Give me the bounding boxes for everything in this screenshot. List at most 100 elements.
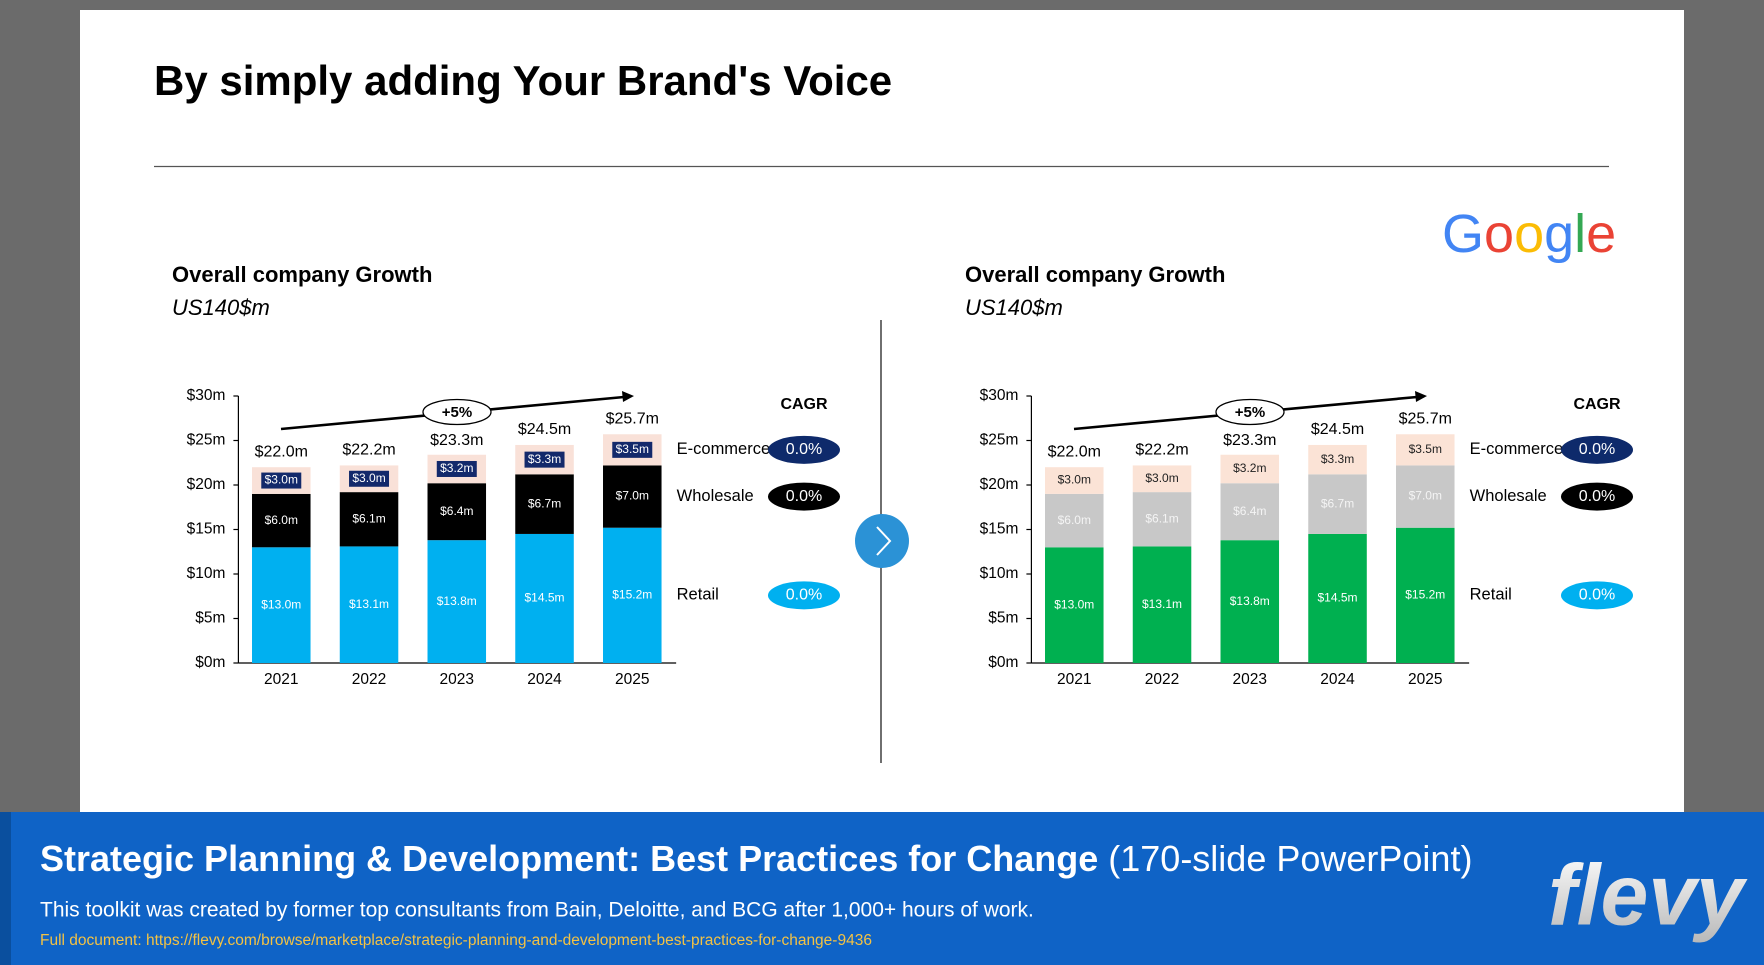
banner-subtitle: This toolkit was created by former top c… <box>40 899 1034 922</box>
logo-letter: g <box>1544 204 1574 264</box>
total-label: $22.0m <box>1048 443 1101 460</box>
x-tick-label: 2023 <box>440 671 474 688</box>
bar-segment <box>1396 465 1455 528</box>
arrow-head <box>1415 391 1427 402</box>
cagr-value: 0.0% <box>786 488 822 505</box>
y-tick-label: $0m <box>195 654 225 671</box>
value-label: $15.2m <box>1405 588 1445 602</box>
cagr-pill <box>1561 581 1633 610</box>
total-label: $25.7m <box>1399 410 1452 427</box>
bar-segment <box>1308 533 1367 663</box>
value-label: $7.0m <box>1409 489 1442 503</box>
label-box <box>349 470 390 487</box>
label-box <box>436 460 477 477</box>
y-tick-label: $0m <box>988 654 1018 671</box>
cagr-value: 0.0% <box>786 587 822 604</box>
cagr-pill <box>1561 482 1633 511</box>
x-tick-label: 2021 <box>264 671 298 688</box>
legend-label: Wholesale <box>1470 487 1547 505</box>
label-box <box>524 451 565 468</box>
value-label: $3.0m <box>1145 471 1178 485</box>
value-label: $13.0m <box>261 597 301 611</box>
total-label: $23.3m <box>1223 432 1276 449</box>
cagr-value: 0.0% <box>1579 441 1615 458</box>
value-label: $13.8m <box>437 594 477 608</box>
banner-title: Strategic Planning & Development: Best P… <box>40 838 1472 879</box>
value-label: $6.1m <box>1145 511 1178 525</box>
annotation-bubble <box>422 398 492 426</box>
bar-segment <box>252 547 311 663</box>
annotation-bubble <box>1215 398 1285 426</box>
value-label: $6.7m <box>528 496 561 510</box>
x-tick-label: 2023 <box>1233 671 1267 688</box>
y-tick-label: $25m <box>187 432 226 449</box>
chart-title: Overall company Growth <box>965 262 1225 287</box>
x-tick-label: 2021 <box>1057 671 1091 688</box>
legend-label: E-commerce <box>677 440 771 458</box>
total-label: $22.2m <box>1135 442 1188 459</box>
bar-segment <box>1220 483 1280 541</box>
value-label: $6.4m <box>440 504 473 518</box>
value-label: $3.2m <box>440 461 473 475</box>
value-label: $6.7m <box>1321 496 1354 510</box>
total-label: $24.5m <box>1311 421 1364 438</box>
banner-title-main: Strategic Planning & Development: Best P… <box>40 838 1098 879</box>
value-label: $15.2m <box>612 588 652 602</box>
value-label: $3.5m <box>1409 442 1442 456</box>
chart-subtitle: US140$m <box>965 295 1063 320</box>
growth-annotation: +5% <box>1235 404 1265 421</box>
value-label: $3.3m <box>1321 452 1354 466</box>
bar-segment <box>427 540 487 663</box>
x-tick-label: 2022 <box>352 671 386 688</box>
y-tick-label: $10m <box>187 565 226 582</box>
legend-label: Retail <box>677 586 719 604</box>
y-tick-label: $5m <box>195 610 225 627</box>
total-label: $22.0m <box>255 443 308 460</box>
legend-label: E-commerce <box>1470 440 1564 458</box>
value-label: $13.1m <box>1142 597 1182 611</box>
cagr-pill <box>768 581 840 610</box>
bar-segment <box>1132 465 1192 493</box>
legend-label: Retail <box>1470 586 1512 604</box>
bar-segment <box>1220 454 1280 484</box>
value-label: $6.0m <box>265 513 298 527</box>
banner <box>0 812 1764 965</box>
value-label: $13.1m <box>349 597 389 611</box>
bar-segment <box>252 493 311 548</box>
flevy-logo: flevy <box>1548 848 1748 944</box>
bar-segment <box>1045 467 1104 494</box>
bar-segment <box>603 465 662 528</box>
logo-letter: o <box>1484 204 1514 264</box>
google-logo: Google <box>1442 204 1616 264</box>
logo-letter: e <box>1586 204 1616 264</box>
banner-title-note: (170-slide PowerPoint) <box>1108 838 1472 879</box>
value-label: $13.0m <box>1054 597 1094 611</box>
bar-segment <box>1045 493 1104 548</box>
banner-edge <box>0 812 11 965</box>
logo-letter: l <box>1574 204 1586 264</box>
y-tick-label: $20m <box>980 476 1019 493</box>
cagr-value: 0.0% <box>1579 488 1615 505</box>
bar-segment <box>1132 546 1192 663</box>
logo-letter: G <box>1442 204 1484 264</box>
legend-label: Wholesale <box>677 487 754 505</box>
banner-link[interactable]: Full document: https://flevy.com/browse/… <box>40 932 872 949</box>
total-label: $24.5m <box>518 421 571 438</box>
value-label: $3.0m <box>1058 473 1091 487</box>
y-tick-label: $15m <box>187 521 226 538</box>
value-label: $14.5m <box>1318 591 1358 605</box>
cagr-pill <box>1561 435 1633 464</box>
bar-segment <box>1396 527 1455 663</box>
value-label: $3.3m <box>528 452 561 466</box>
total-label: $25.7m <box>606 410 659 427</box>
x-tick-label: 2025 <box>1408 671 1442 688</box>
x-tick-label: 2025 <box>615 671 649 688</box>
bar-segment <box>427 483 487 541</box>
bar-segment <box>1220 540 1280 663</box>
cagr-pill <box>768 435 840 464</box>
value-label: $6.0m <box>1058 513 1091 527</box>
bar-segment <box>1308 474 1367 534</box>
chart-title: Overall company Growth <box>172 262 432 287</box>
